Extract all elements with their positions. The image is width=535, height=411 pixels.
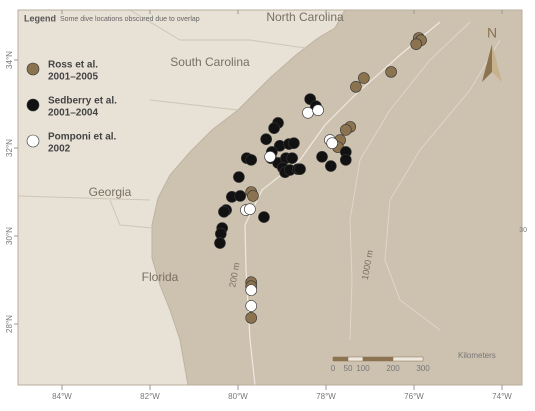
legend-note: Some dive locations obscured due to over… (60, 16, 200, 23)
dive-site (316, 151, 328, 163)
legend-swatch (26, 98, 40, 112)
dive-site (312, 104, 324, 116)
dive-site (260, 133, 272, 145)
scale-label: 50 (344, 364, 353, 373)
dive-site (234, 190, 246, 202)
state-border (109, 199, 153, 229)
dive-site (245, 312, 257, 324)
legend-swatch (26, 62, 40, 76)
dive-site (244, 203, 256, 215)
dive-site (358, 72, 370, 84)
dive-site (350, 81, 362, 93)
legend-label: Pomponi et al. (48, 132, 117, 143)
north-arrow (482, 44, 492, 82)
north-arrow (492, 44, 502, 82)
place-label: North Carolina (266, 10, 344, 24)
scale-label: 0 (331, 364, 336, 373)
dive-site (385, 66, 397, 78)
lon-label: 74°W (492, 392, 512, 401)
dive-site (339, 154, 352, 166)
lon-label: 76°W (404, 392, 424, 401)
state-border (149, 99, 239, 111)
scale-bar (332, 356, 349, 362)
scale-label: 300 (416, 364, 430, 373)
dive-site (410, 38, 423, 50)
scale-bar (347, 356, 364, 362)
scale-bar (392, 356, 424, 362)
dive-site (302, 107, 314, 119)
dive-site (339, 124, 352, 136)
lon-label: 82°W (140, 392, 160, 401)
dive-site (233, 171, 245, 183)
frame (17, 9, 523, 386)
north-label: N (487, 25, 497, 41)
place-label: South Carolina (170, 55, 250, 69)
scale-label: 200 (386, 364, 400, 373)
state-border (129, 9, 306, 49)
dive-site (294, 163, 306, 175)
contour-1000 (349, 21, 471, 341)
dive-site (214, 237, 226, 249)
state-border (17, 195, 151, 201)
dive-site (245, 300, 257, 312)
dive-site (286, 152, 298, 164)
legend-swatch (26, 134, 40, 148)
dive-site (245, 284, 257, 296)
dive-site (268, 122, 280, 134)
legend-label: Sedberry et al. (48, 96, 117, 107)
lat-label: 34°N (5, 51, 14, 69)
dive-site (245, 154, 257, 166)
legend-label: Ross et al. (48, 60, 98, 71)
legend-label: 2002 (48, 144, 71, 155)
legend-label: 2001–2004 (48, 108, 98, 119)
edge-label: 30 (519, 227, 527, 234)
dive-site (325, 160, 337, 172)
lon-label: 80°W (228, 392, 248, 401)
scale-bar (362, 356, 394, 362)
lat-label: 28°N (5, 315, 14, 333)
land (17, 9, 346, 386)
lon-label: 84°W (52, 392, 72, 401)
contour-label: 200 m (227, 262, 241, 288)
dive-site (258, 211, 270, 223)
lon-label: 78°W (316, 392, 336, 401)
contour (384, 39, 501, 331)
scale-title: Kilometers (458, 351, 496, 360)
dive-site (326, 137, 338, 149)
dive-site (247, 190, 259, 202)
place-label: Georgia (89, 185, 132, 199)
legend-title: Legend (24, 13, 56, 23)
dive-site (288, 137, 300, 149)
lat-label: 32°N (5, 139, 14, 157)
legend-label: 2001–2005 (48, 72, 98, 83)
dive-site (218, 206, 230, 218)
place-label: Florida (142, 270, 179, 284)
lat-label: 30°N (5, 227, 14, 245)
dive-site (264, 151, 276, 163)
scale-label: 100 (356, 364, 370, 373)
